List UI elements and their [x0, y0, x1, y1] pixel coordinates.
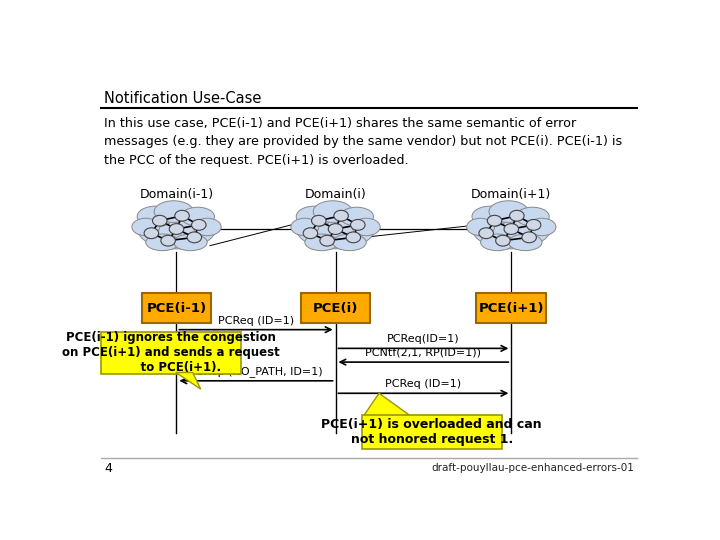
Ellipse shape	[305, 234, 338, 251]
Text: 4: 4	[104, 462, 112, 475]
FancyBboxPatch shape	[301, 294, 370, 322]
Circle shape	[522, 232, 536, 243]
Ellipse shape	[467, 218, 495, 235]
FancyBboxPatch shape	[101, 332, 240, 374]
Ellipse shape	[313, 201, 352, 222]
Ellipse shape	[138, 210, 215, 249]
Ellipse shape	[132, 218, 160, 235]
Ellipse shape	[137, 206, 174, 227]
FancyBboxPatch shape	[361, 415, 502, 449]
FancyBboxPatch shape	[477, 294, 546, 322]
Ellipse shape	[291, 218, 319, 235]
Circle shape	[346, 232, 361, 243]
Circle shape	[320, 235, 334, 246]
Ellipse shape	[145, 234, 179, 251]
Ellipse shape	[489, 201, 528, 222]
Text: PCNtf(2,1, RP(ID=1)): PCNtf(2,1, RP(ID=1))	[366, 348, 482, 358]
Circle shape	[479, 228, 493, 239]
Ellipse shape	[193, 218, 221, 235]
Text: draft-pouyllau-pce-enhanced-errors-01: draft-pouyllau-pce-enhanced-errors-01	[431, 463, 634, 473]
Text: Domain(i): Domain(i)	[305, 188, 366, 201]
Text: PCRep (NO_PATH, ID=1): PCRep (NO_PATH, ID=1)	[189, 366, 323, 377]
Circle shape	[495, 235, 510, 246]
Circle shape	[351, 219, 365, 230]
Text: PCE(i-1) ignores the congestion
on PCE(i+1) and sends a request
     to PCE(i+1): PCE(i-1) ignores the congestion on PCE(i…	[62, 331, 279, 374]
Text: In this use case, PCE(i-1) and PCE(i+1) shares the same semantic of error
messag: In this use case, PCE(i-1) and PCE(i+1) …	[104, 117, 622, 167]
FancyBboxPatch shape	[142, 294, 212, 322]
Text: Notification Use-Case: Notification Use-Case	[104, 91, 261, 105]
Circle shape	[334, 211, 348, 221]
Text: Domain(i-1): Domain(i-1)	[140, 188, 214, 201]
Circle shape	[175, 211, 189, 221]
Text: PCE(i+1) is overloaded and can
not honored request 1.: PCE(i+1) is overloaded and can not honor…	[321, 418, 542, 446]
Ellipse shape	[340, 207, 374, 226]
Ellipse shape	[481, 234, 514, 251]
Polygon shape	[364, 393, 411, 416]
Ellipse shape	[528, 218, 556, 235]
Circle shape	[303, 228, 318, 239]
Circle shape	[161, 235, 176, 246]
Polygon shape	[176, 373, 201, 389]
Ellipse shape	[333, 234, 366, 251]
Text: PCE(i-1): PCE(i-1)	[146, 301, 207, 314]
Ellipse shape	[472, 206, 508, 227]
Text: PCReq (ID=1): PCReq (ID=1)	[385, 379, 462, 389]
Ellipse shape	[508, 234, 542, 251]
Circle shape	[328, 224, 343, 234]
Circle shape	[187, 232, 202, 243]
Circle shape	[504, 224, 518, 234]
Ellipse shape	[472, 210, 550, 249]
Circle shape	[192, 219, 206, 230]
Circle shape	[510, 211, 524, 221]
Ellipse shape	[154, 201, 193, 222]
Circle shape	[487, 215, 502, 226]
Circle shape	[526, 219, 541, 230]
Text: PCReq (ID=1): PCReq (ID=1)	[218, 315, 294, 326]
Ellipse shape	[516, 207, 549, 226]
Circle shape	[153, 215, 167, 226]
Circle shape	[169, 224, 184, 234]
Ellipse shape	[296, 206, 333, 227]
Text: PCE(i+1): PCE(i+1)	[479, 301, 544, 314]
Circle shape	[312, 215, 326, 226]
Ellipse shape	[174, 234, 207, 251]
Ellipse shape	[297, 210, 374, 249]
Ellipse shape	[352, 218, 380, 235]
Circle shape	[144, 228, 158, 239]
Text: PCReq(ID=1): PCReq(ID=1)	[387, 334, 459, 344]
Ellipse shape	[181, 207, 215, 226]
Text: Domain(i+1): Domain(i+1)	[471, 188, 552, 201]
Text: PCE(i): PCE(i)	[312, 301, 359, 314]
